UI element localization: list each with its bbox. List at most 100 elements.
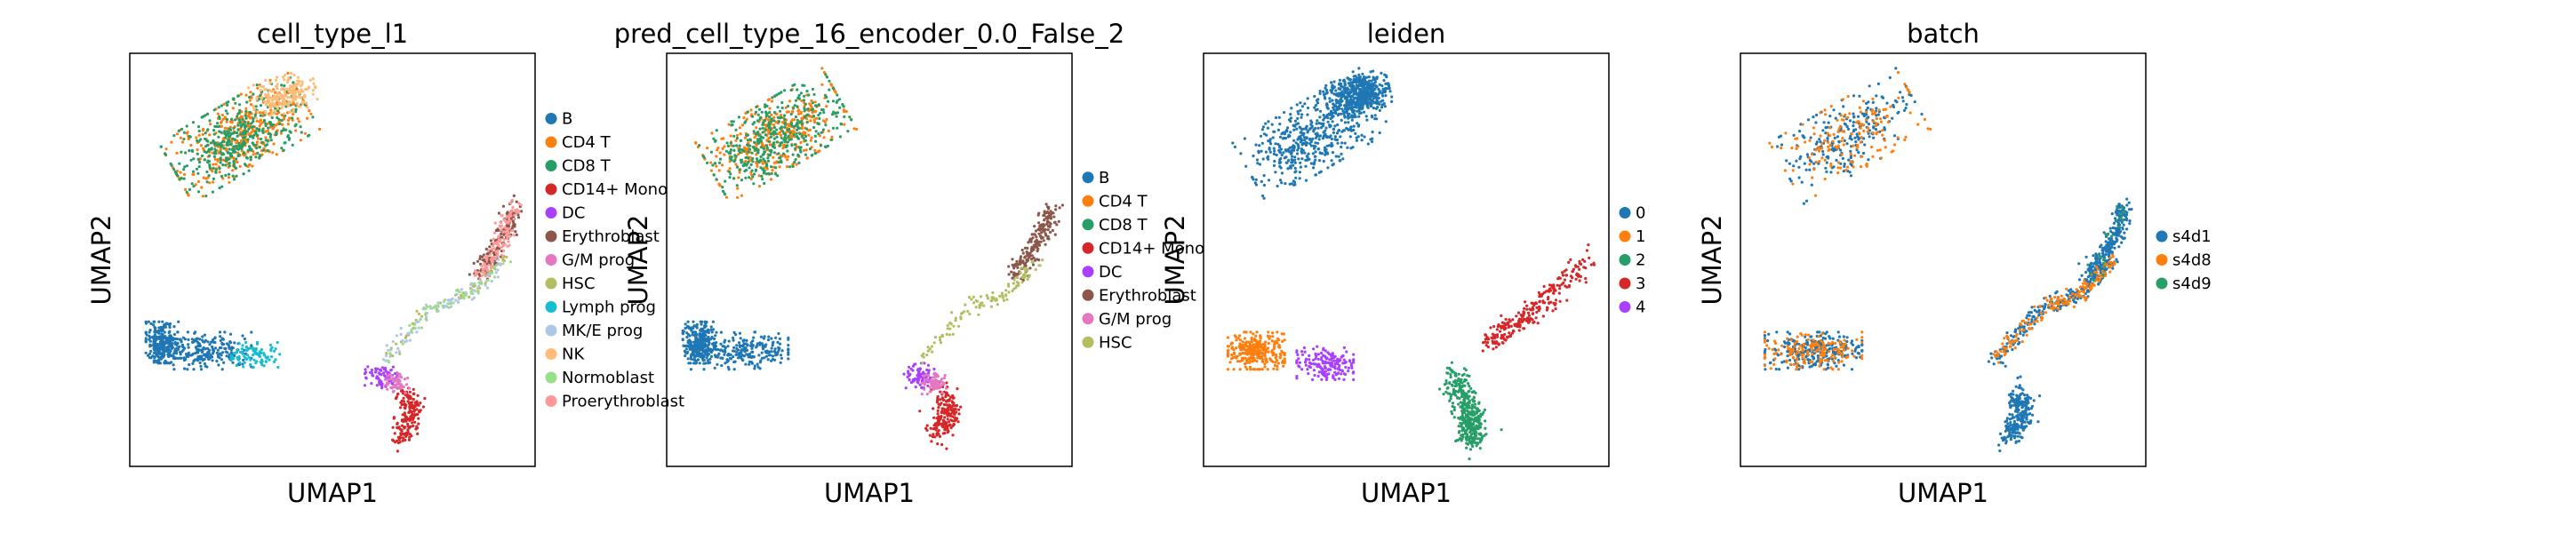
- scatter-point: [800, 116, 804, 120]
- scatter-point: [989, 305, 993, 308]
- scatter-point: [742, 354, 746, 358]
- scatter-point: [477, 284, 481, 288]
- scatter-point: [1038, 264, 1042, 267]
- scatter-point: [1024, 266, 1028, 270]
- scatter-point: [730, 120, 733, 123]
- scatter-point: [206, 357, 211, 361]
- scatter-point: [736, 356, 740, 360]
- plot-frame: [666, 52, 1073, 467]
- scatter-point: [182, 138, 186, 141]
- scatter-point: [296, 76, 300, 79]
- scatter-point: [182, 131, 186, 134]
- scatter-point: [1325, 152, 1329, 155]
- scatter-point: [389, 386, 393, 389]
- scatter-point: [1363, 135, 1366, 139]
- scatter-point: [734, 353, 738, 356]
- scatter-point: [917, 377, 921, 380]
- scatter-point: [484, 247, 488, 251]
- scatter-point: [1252, 154, 1255, 158]
- scatter-point: [946, 418, 949, 421]
- scatter-point: [184, 151, 188, 155]
- scatter-point: [756, 138, 760, 141]
- scatter-point: [152, 342, 156, 346]
- scatter-point: [716, 148, 719, 152]
- scatter-point: [255, 360, 259, 363]
- scatter-point: [263, 119, 267, 123]
- scatter-point: [947, 394, 950, 397]
- scatter-point: [218, 116, 221, 121]
- scatter-point: [450, 305, 453, 308]
- scatter-point: [772, 119, 776, 123]
- scatter-point: [282, 94, 285, 98]
- scatter-point: [775, 135, 779, 139]
- scatter-point: [235, 157, 238, 161]
- x-axis-label: UMAP1: [824, 478, 915, 508]
- legend-marker: [545, 348, 557, 360]
- scatter-point: [480, 274, 484, 278]
- scatter-point: [835, 115, 838, 118]
- scatter-point: [392, 389, 396, 393]
- scatter-point: [237, 144, 241, 147]
- scatter-point: [766, 338, 771, 342]
- scatter-point: [232, 352, 236, 355]
- scatter-point: [238, 361, 242, 364]
- scatter-point: [218, 187, 221, 190]
- scatter-point: [687, 344, 691, 347]
- scatter-point: [146, 354, 150, 357]
- scatter-point: [945, 386, 948, 390]
- scatter-point: [924, 426, 928, 430]
- scatter-point: [902, 372, 906, 376]
- scatter-point: [412, 424, 415, 427]
- scatter-point: [282, 148, 285, 152]
- scatter-point: [710, 336, 714, 339]
- scatter-point: [213, 150, 217, 154]
- scatter-point: [375, 377, 379, 380]
- series-normoblast: [387, 260, 513, 364]
- scatter-point: [822, 136, 826, 139]
- scatter-point: [995, 297, 998, 300]
- scatter-point: [929, 426, 932, 430]
- scatter-point: [704, 339, 708, 343]
- scatter-point: [318, 127, 322, 131]
- scatter-point: [391, 382, 395, 386]
- legend-marker: [1082, 289, 1094, 301]
- scatter-point: [939, 336, 942, 339]
- scatter-point: [704, 362, 708, 365]
- scatter-point: [264, 149, 268, 153]
- scatter-point: [292, 112, 295, 116]
- scatter-point: [276, 109, 280, 113]
- scatter-point: [237, 118, 241, 122]
- scatter-point: [1031, 260, 1035, 264]
- scatter-point: [198, 338, 202, 341]
- scatter-point: [212, 129, 216, 132]
- scatter-point: [252, 117, 255, 121]
- scatter-point: [179, 338, 182, 341]
- scatter-point: [972, 295, 975, 298]
- scatter-point: [192, 185, 196, 188]
- scatter-point: [706, 354, 709, 357]
- scatter-point: [245, 140, 249, 144]
- scatter-point: [747, 156, 750, 160]
- legend-marker: [545, 207, 557, 219]
- scatter-point: [244, 109, 248, 113]
- scatter-point: [1326, 120, 1330, 123]
- scatter-point: [818, 116, 821, 121]
- scatter-point: [196, 152, 199, 155]
- scatter-point: [241, 120, 244, 123]
- scatter-point: [500, 214, 504, 218]
- scatter-point: [942, 383, 946, 386]
- scatter-point: [694, 141, 698, 145]
- scatter-point: [294, 94, 298, 98]
- scatter-point: [516, 208, 519, 211]
- scatter-point: [213, 157, 217, 161]
- scatter-point: [421, 405, 425, 409]
- scatter-point: [938, 338, 942, 342]
- scatter-point: [709, 354, 714, 358]
- scatter-point: [855, 127, 859, 131]
- scatter-point: [1335, 138, 1339, 141]
- scatter-point: [723, 153, 726, 156]
- scatter-point: [1285, 161, 1289, 164]
- scatter-point: [236, 128, 240, 131]
- scatter-point: [231, 107, 235, 110]
- scatter-point: [456, 300, 460, 304]
